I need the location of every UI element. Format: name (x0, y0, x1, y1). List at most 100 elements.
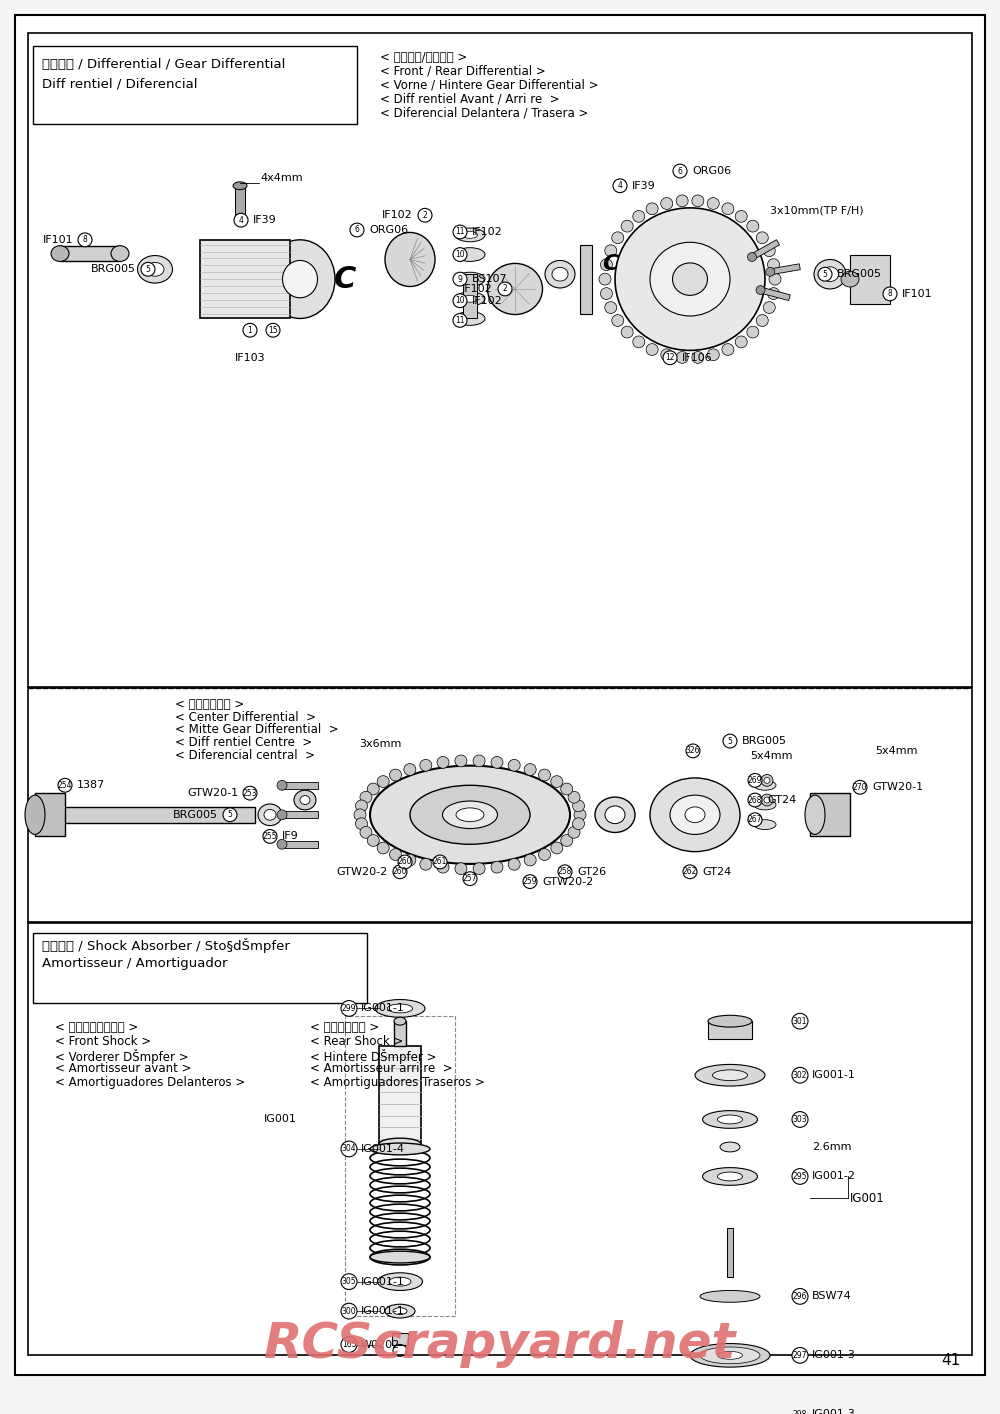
Text: 1: 1 (248, 325, 252, 335)
Text: IF103: IF103 (235, 354, 265, 363)
Circle shape (453, 294, 467, 308)
Bar (708, 1021, 752, 1039)
Circle shape (692, 352, 704, 363)
Ellipse shape (650, 778, 740, 851)
Circle shape (748, 793, 762, 807)
Text: 1387: 1387 (77, 781, 105, 790)
Ellipse shape (650, 242, 730, 315)
Bar (379, 1046, 421, 1144)
Text: 3x10mm(TP F/H): 3x10mm(TP F/H) (770, 205, 864, 215)
Ellipse shape (754, 800, 776, 810)
Text: < Center Differential  >: < Center Differential > (175, 711, 316, 724)
Circle shape (574, 809, 586, 820)
Text: 9: 9 (458, 274, 462, 284)
Circle shape (524, 764, 536, 775)
Circle shape (748, 813, 762, 827)
Text: 255: 255 (263, 831, 277, 841)
Text: 260: 260 (393, 867, 407, 877)
Ellipse shape (264, 809, 276, 820)
Circle shape (646, 202, 658, 215)
Ellipse shape (111, 246, 129, 262)
Ellipse shape (756, 286, 765, 294)
Text: BRG005: BRG005 (837, 269, 882, 279)
Ellipse shape (379, 1138, 421, 1150)
Ellipse shape (300, 796, 310, 805)
Text: 260: 260 (398, 857, 412, 867)
Ellipse shape (754, 820, 776, 830)
Ellipse shape (370, 1251, 430, 1263)
Text: < センターデフ >: < センターデフ > (175, 699, 244, 711)
Circle shape (437, 861, 449, 872)
Text: GTW20-1: GTW20-1 (872, 782, 923, 792)
Text: < Diferencial Delantera / Trasera >: < Diferencial Delantera / Trasera > (380, 106, 588, 119)
Ellipse shape (685, 1400, 775, 1414)
Text: 12: 12 (665, 354, 675, 362)
Ellipse shape (488, 263, 542, 314)
Text: IG001-3: IG001-3 (812, 1350, 856, 1360)
Circle shape (792, 1407, 808, 1414)
Text: < Front / Rear Differential >: < Front / Rear Differential > (380, 65, 546, 78)
Text: RCScrapyard.net: RCScrapyard.net (264, 1321, 736, 1369)
Ellipse shape (385, 232, 435, 287)
Polygon shape (282, 812, 318, 819)
Ellipse shape (670, 795, 720, 834)
Ellipse shape (595, 797, 635, 833)
Circle shape (763, 301, 775, 314)
Circle shape (473, 863, 485, 874)
Text: 6: 6 (355, 225, 359, 235)
Text: IF39: IF39 (253, 215, 277, 225)
Text: BS107: BS107 (472, 274, 508, 284)
Circle shape (433, 855, 447, 868)
Text: GT24: GT24 (702, 867, 731, 877)
Ellipse shape (455, 273, 485, 286)
Ellipse shape (462, 296, 478, 303)
Ellipse shape (375, 1000, 425, 1017)
Circle shape (747, 221, 759, 232)
Circle shape (418, 208, 432, 222)
Text: IG001-1: IG001-1 (361, 1004, 405, 1014)
Circle shape (605, 245, 617, 256)
Text: 5: 5 (728, 737, 732, 745)
Text: 258: 258 (558, 867, 572, 877)
Text: 253: 253 (243, 789, 257, 797)
Ellipse shape (277, 810, 287, 820)
Circle shape (769, 273, 781, 286)
Circle shape (420, 759, 432, 771)
Circle shape (735, 337, 747, 348)
Circle shape (453, 225, 467, 239)
Text: 8: 8 (83, 235, 87, 245)
Circle shape (883, 287, 897, 301)
Circle shape (792, 1111, 808, 1127)
Text: 326: 326 (686, 747, 700, 755)
Text: < Vorne / Hintere Gear Differential >: < Vorne / Hintere Gear Differential > (380, 79, 598, 92)
Circle shape (735, 211, 747, 222)
Circle shape (263, 830, 277, 843)
Text: < Vorderer DŠmpfer >: < Vorderer DŠmpfer > (55, 1049, 189, 1063)
Circle shape (498, 281, 512, 296)
Circle shape (393, 865, 407, 878)
Text: BSW74: BSW74 (812, 1291, 852, 1301)
Text: GTW20-1: GTW20-1 (187, 788, 238, 797)
Ellipse shape (385, 1304, 415, 1318)
Text: < Hintere DŠmpfer >: < Hintere DŠmpfer > (310, 1049, 436, 1063)
Circle shape (523, 875, 537, 888)
Ellipse shape (695, 1404, 765, 1414)
Ellipse shape (754, 781, 776, 790)
Ellipse shape (456, 807, 484, 822)
Circle shape (747, 327, 759, 338)
Text: 261: 261 (433, 857, 447, 867)
Ellipse shape (761, 795, 773, 806)
Text: 257: 257 (463, 874, 477, 884)
Ellipse shape (761, 775, 773, 786)
Circle shape (508, 858, 520, 870)
Circle shape (437, 756, 449, 768)
Circle shape (646, 344, 658, 355)
Text: 2: 2 (503, 284, 507, 294)
Circle shape (141, 263, 155, 276)
Ellipse shape (764, 797, 770, 803)
Circle shape (612, 232, 624, 243)
Circle shape (539, 769, 551, 781)
Circle shape (420, 858, 432, 870)
Bar (850, 255, 890, 304)
Text: 305: 305 (342, 1277, 356, 1287)
